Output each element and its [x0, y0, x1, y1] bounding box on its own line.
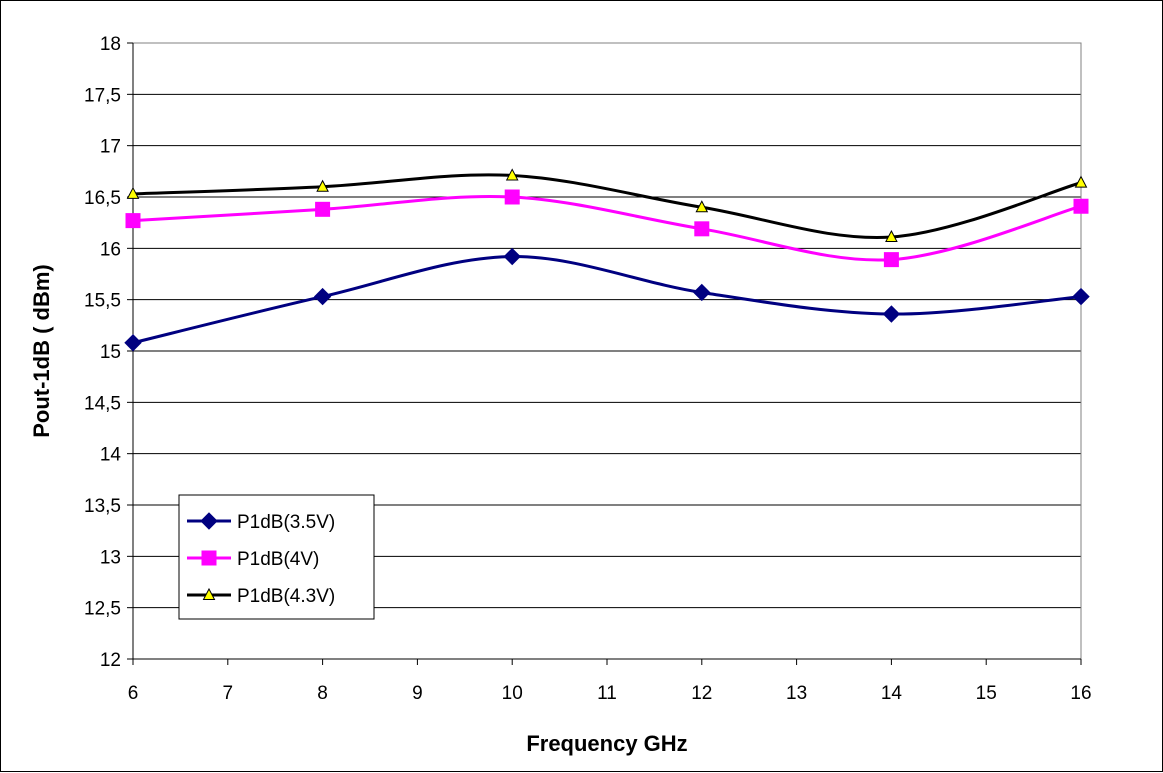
data-point-series-2: [125, 213, 141, 229]
data-point-series-1: [124, 334, 142, 352]
y-tick-label: 17,5: [84, 85, 121, 106]
x-tick-label: 14: [881, 683, 903, 704]
data-point-series-2: [1073, 198, 1089, 214]
data-point-series-3: [1074, 175, 1088, 188]
x-tick-label: 9: [412, 683, 423, 704]
y-axis-title: Pout-1dB ( dBm): [29, 264, 54, 438]
data-point-series-1: [1072, 287, 1090, 306]
series-line-3: [132, 173, 1082, 240]
x-axis-title: Frequency GHz: [526, 731, 687, 756]
data-point-series-1: [693, 283, 711, 302]
x-tick-label: 15: [976, 683, 997, 704]
x-tick-label: 11: [597, 683, 617, 704]
legend: P1dB(3.5V) P1dB(4V) P1dB(4.3V): [178, 494, 375, 620]
legend-marker: [200, 512, 218, 530]
data-point-series-2: [883, 252, 899, 268]
legend-label: P1dB(3.5V): [237, 512, 335, 533]
legend-marker: [202, 587, 216, 600]
data-point-series-2: [315, 201, 331, 217]
legend-label: P1dB(4.3V): [237, 586, 335, 607]
data-point-series-3: [316, 179, 329, 192]
y-tick-label: 16,5: [84, 188, 121, 209]
x-tick-label: 8: [317, 683, 328, 704]
series-line-2: [132, 194, 1082, 262]
data-point-series-1: [882, 305, 901, 323]
y-tick-label: 16: [100, 239, 121, 260]
x-tick-label: 6: [128, 683, 139, 704]
y-tick-label: 17: [100, 137, 121, 158]
data-markers: [124, 168, 1090, 352]
data-point-series-2: [694, 221, 710, 237]
data-point-series-2: [504, 189, 520, 205]
data-point-series-3: [885, 229, 898, 243]
y-tick-label: 15: [100, 342, 121, 363]
data-point-series-1: [313, 287, 332, 306]
legend-marker: [201, 550, 217, 566]
data-point-series-1: [503, 247, 521, 266]
y-tick-label: 18: [100, 34, 121, 55]
y-tick-label: 14: [100, 445, 122, 466]
y-tick-label: 12: [100, 650, 121, 671]
legend-label: P1dB(4V): [237, 549, 319, 570]
y-tick-label: 12,5: [84, 599, 121, 620]
x-tick-label: 16: [1070, 683, 1091, 704]
y-tick-label: 13,5: [84, 496, 121, 517]
series-line-1: [132, 255, 1082, 345]
x-tick-label: 10: [502, 683, 523, 704]
x-tick-label: 13: [786, 683, 807, 704]
y-tick-label: 13: [100, 547, 121, 568]
series-lines: [132, 173, 1082, 345]
y-tick-label: 15,5: [84, 291, 121, 312]
data-point-series-3: [126, 186, 140, 199]
data-point-series-3: [505, 168, 519, 181]
data-point-series-3: [695, 200, 709, 213]
y-tick-label: 14,5: [84, 393, 121, 414]
x-tick-label: 7: [223, 683, 234, 704]
x-tick-label: 12: [691, 683, 712, 704]
